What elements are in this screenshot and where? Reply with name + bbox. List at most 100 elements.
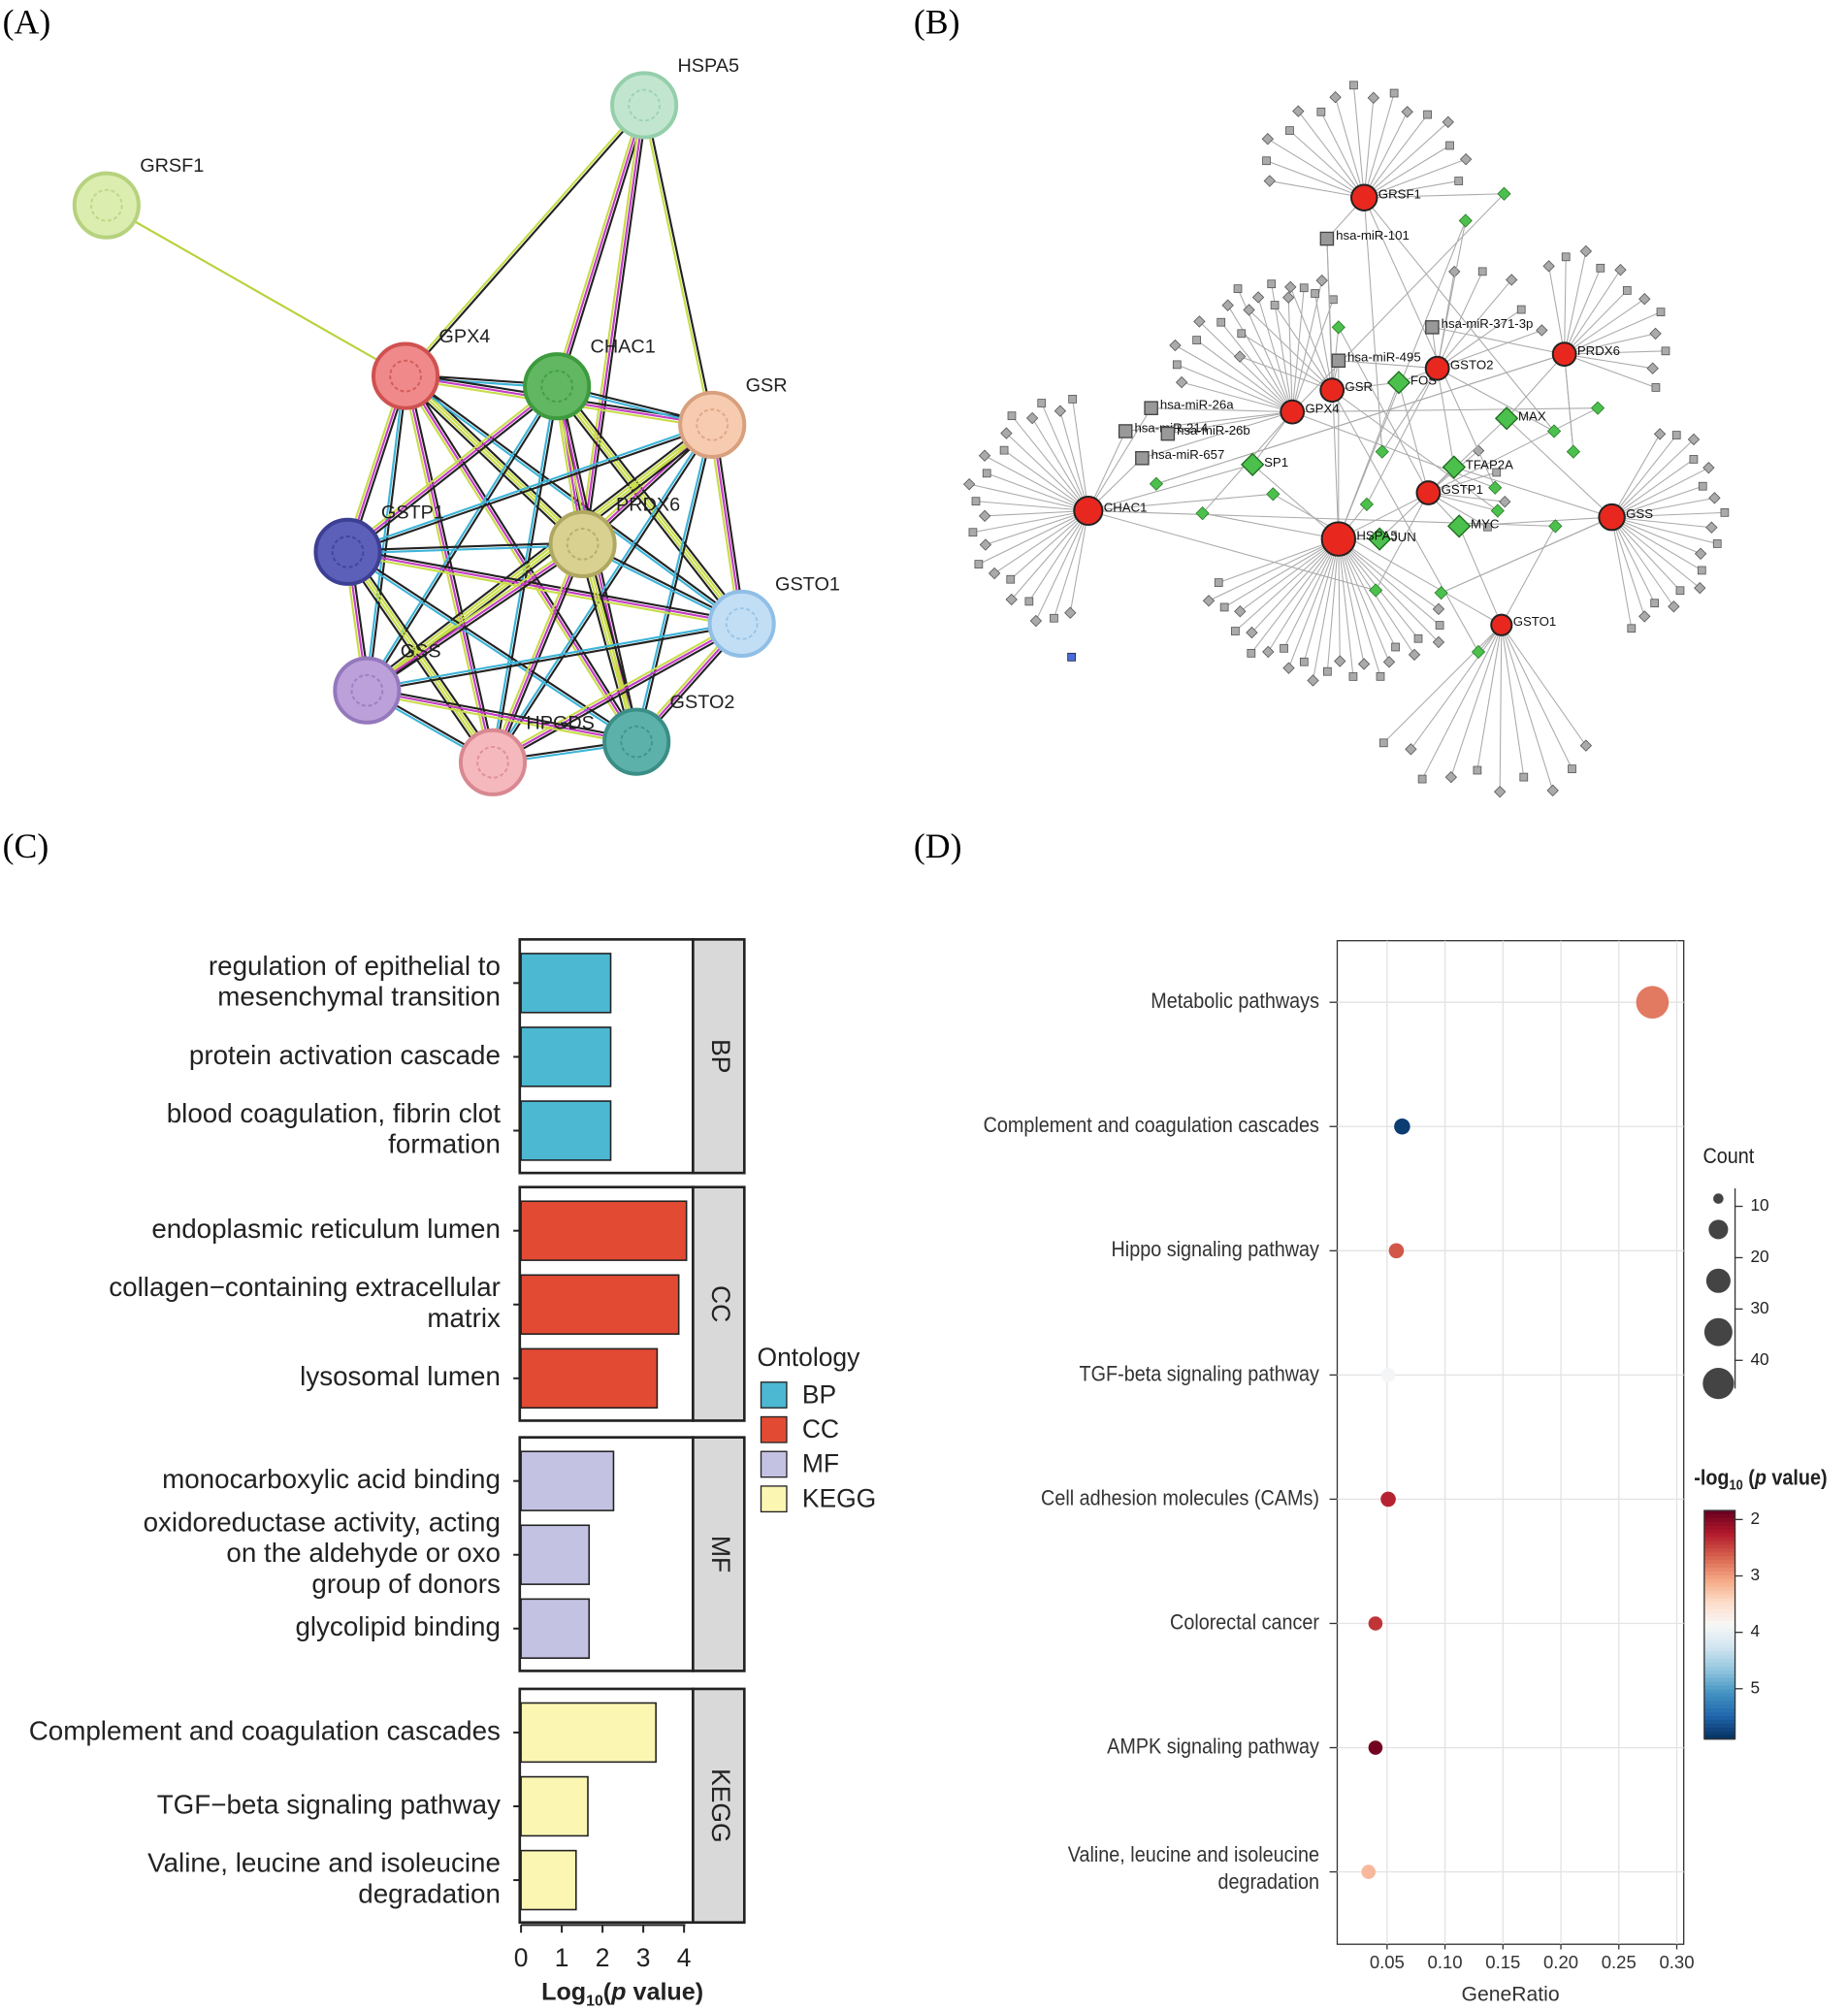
network-edge bbox=[1035, 510, 1089, 622]
dot bbox=[1394, 1118, 1410, 1135]
network-edge bbox=[984, 455, 1089, 511]
legend-key bbox=[760, 1485, 788, 1513]
colorbar-step bbox=[1703, 1574, 1735, 1580]
edge bbox=[492, 623, 743, 763]
target-node bbox=[1720, 507, 1730, 517]
bar bbox=[520, 1347, 659, 1410]
target-node bbox=[1389, 88, 1399, 98]
tf-node bbox=[1386, 371, 1411, 395]
node-label: hsa-miR-657 bbox=[1151, 447, 1225, 462]
network-edge bbox=[1611, 438, 1695, 518]
network-edge bbox=[1196, 340, 1293, 413]
legend-title: Count bbox=[1703, 1145, 1755, 1168]
tf-node bbox=[1195, 506, 1210, 521]
category-label: lysosomal lumen bbox=[300, 1361, 501, 1391]
network-edge bbox=[1564, 269, 1621, 355]
category-label: Metabolic pathways bbox=[1151, 989, 1319, 1013]
colorbar-step bbox=[1703, 1541, 1735, 1546]
legend-key bbox=[760, 1415, 788, 1443]
protein-node bbox=[371, 341, 440, 410]
target-node bbox=[1192, 336, 1201, 344]
mirna-node bbox=[1144, 401, 1158, 415]
panel-label: (D) bbox=[914, 827, 962, 865]
protein-node bbox=[313, 517, 382, 586]
x-tick-label: 4 bbox=[677, 1943, 692, 1972]
network-edge bbox=[987, 472, 1089, 512]
network-edge bbox=[1611, 516, 1702, 571]
target-node bbox=[1661, 346, 1670, 356]
target-node bbox=[1675, 586, 1685, 596]
target-node bbox=[1638, 610, 1651, 623]
category-label: TGF−beta signaling pathway bbox=[157, 1789, 501, 1819]
target-node bbox=[1432, 602, 1445, 616]
category-label: endoplasmic reticulum lumen bbox=[151, 1214, 501, 1244]
edge bbox=[405, 105, 646, 378]
edge bbox=[405, 373, 585, 544]
node-label: MYC bbox=[1471, 517, 1500, 532]
colorbar-step bbox=[1703, 1517, 1735, 1523]
protein-structure bbox=[628, 88, 661, 122]
target-node bbox=[1050, 613, 1058, 623]
target-node bbox=[1280, 643, 1288, 653]
network-edge bbox=[1181, 381, 1293, 413]
colorbar-step bbox=[1703, 1639, 1735, 1645]
edge bbox=[346, 385, 558, 553]
colorbar-step bbox=[1703, 1513, 1735, 1519]
legend-tick-label: 30 bbox=[1750, 1298, 1768, 1317]
target-node bbox=[1285, 126, 1294, 135]
node-label: GSR bbox=[746, 374, 788, 396]
network-edge bbox=[1611, 459, 1695, 518]
network-edge bbox=[1267, 538, 1340, 653]
tf-node bbox=[1494, 406, 1519, 431]
dot bbox=[1636, 986, 1670, 1020]
colorbar-step bbox=[1703, 1556, 1735, 1561]
network-edge bbox=[1267, 138, 1365, 199]
network-edge bbox=[1363, 97, 1375, 198]
legend-title: Ontology bbox=[758, 1343, 861, 1372]
node-label: GSTO2 bbox=[670, 692, 735, 713]
network-edge bbox=[1611, 516, 1645, 617]
target-node bbox=[1444, 770, 1458, 784]
tf-node bbox=[1149, 476, 1164, 491]
network-edge bbox=[1338, 538, 1341, 662]
colorbar-step bbox=[1703, 1715, 1735, 1721]
mirna-node bbox=[1319, 231, 1335, 246]
protein-structure bbox=[89, 188, 123, 222]
colorbar-step bbox=[1703, 1693, 1735, 1699]
target-node bbox=[1328, 295, 1338, 305]
category-label: degradation bbox=[358, 1878, 501, 1908]
network-edge bbox=[1611, 517, 1633, 629]
target-node bbox=[1233, 350, 1247, 363]
node-label: PRDX6 bbox=[1577, 343, 1620, 358]
target-node bbox=[1349, 81, 1358, 90]
legend-label: CC bbox=[802, 1414, 839, 1443]
network-edge bbox=[1338, 538, 1365, 665]
network-edge bbox=[1506, 417, 1612, 518]
facet-strip bbox=[692, 1185, 746, 1422]
network-edge bbox=[1269, 180, 1365, 199]
tf-node bbox=[1471, 644, 1486, 660]
edge bbox=[580, 544, 636, 743]
network-edge bbox=[1312, 538, 1340, 681]
target-node bbox=[1262, 645, 1275, 659]
target-node bbox=[1483, 522, 1492, 532]
colorbar-step bbox=[1703, 1636, 1735, 1641]
target-node bbox=[1267, 279, 1277, 289]
network-edge bbox=[1450, 625, 1503, 778]
bar bbox=[520, 1524, 591, 1585]
target-node bbox=[1284, 280, 1297, 294]
dot bbox=[1368, 1616, 1383, 1631]
category-label: group of donors bbox=[311, 1569, 501, 1599]
target-node bbox=[1401, 106, 1413, 118]
x-axis-label-part: 10 bbox=[586, 1993, 603, 2009]
edge bbox=[581, 105, 646, 545]
network-edge bbox=[1291, 411, 1496, 489]
tf-node bbox=[1266, 487, 1281, 502]
edge bbox=[633, 424, 712, 742]
colorbar-step bbox=[1703, 1681, 1735, 1687]
network-edge bbox=[1611, 516, 1656, 603]
colorbar-step bbox=[1703, 1685, 1735, 1691]
x-axis-label: GeneRatio bbox=[1461, 1984, 1559, 2006]
target-node bbox=[1492, 468, 1502, 477]
target-node bbox=[1007, 411, 1017, 421]
